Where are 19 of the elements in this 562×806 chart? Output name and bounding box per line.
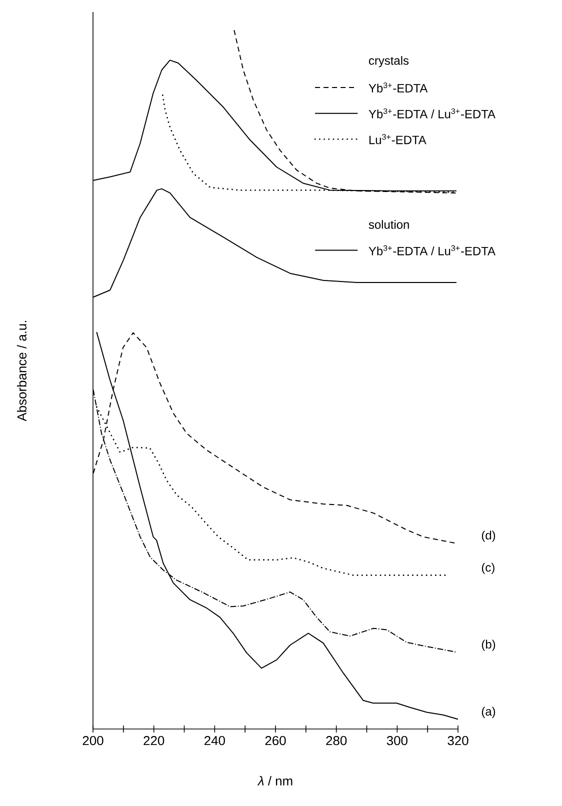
x-tick-label: 320 <box>448 736 468 746</box>
legend-label: Lu$^{3+}$-EDTA <box>369 134 426 144</box>
x-axis-title: λ / nm <box>257 776 292 786</box>
annotation: crystals <box>368 56 409 68</box>
text: (a) <box>482 706 496 718</box>
x-tick-label: 220 <box>144 736 164 746</box>
x-tick-label: 260 <box>265 736 286 746</box>
x-tick-label: 280 <box>326 736 347 746</box>
x-tick-label: 300 <box>386 736 408 746</box>
legend-label: Yb$^{3+}$-EDTA <box>368 82 428 92</box>
x-tick-label: 240 <box>204 736 225 746</box>
legend-label: Yb$^{3+}$-EDTA / Lu$^{3+}$-EDTA <box>368 245 496 256</box>
text: (c) <box>482 562 494 574</box>
x-tick-label: 200 <box>82 736 104 746</box>
y-axis-title: Absorbance / a.u. <box>16 320 26 422</box>
text: (b) <box>482 640 496 651</box>
text: (d) <box>482 530 496 542</box>
legend-label: Yb$^{3+}$-EDTA / Lu$^{3+}$-EDTA <box>368 108 496 118</box>
annotation: solution <box>368 220 409 229</box>
